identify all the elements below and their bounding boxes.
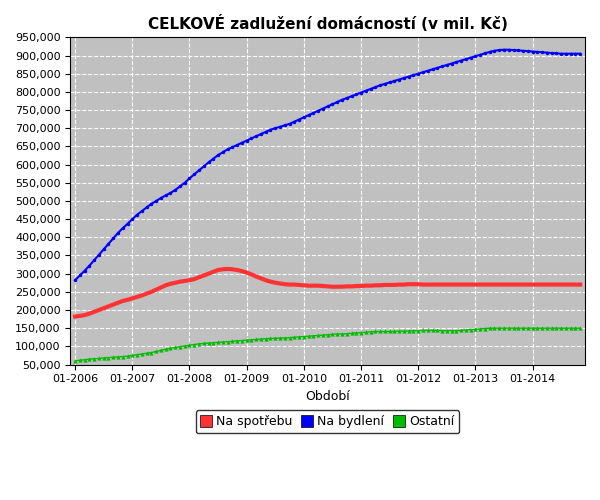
Legend: Na spotřebu, Na bydlení, Ostatní: Na spotřebu, Na bydlení, Ostatní bbox=[196, 410, 460, 433]
X-axis label: Období: Období bbox=[305, 390, 350, 403]
Title: CELKOVÉ zadlužení domácností (v mil. Kč): CELKOVÉ zadlužení domácností (v mil. Kč) bbox=[148, 15, 508, 32]
